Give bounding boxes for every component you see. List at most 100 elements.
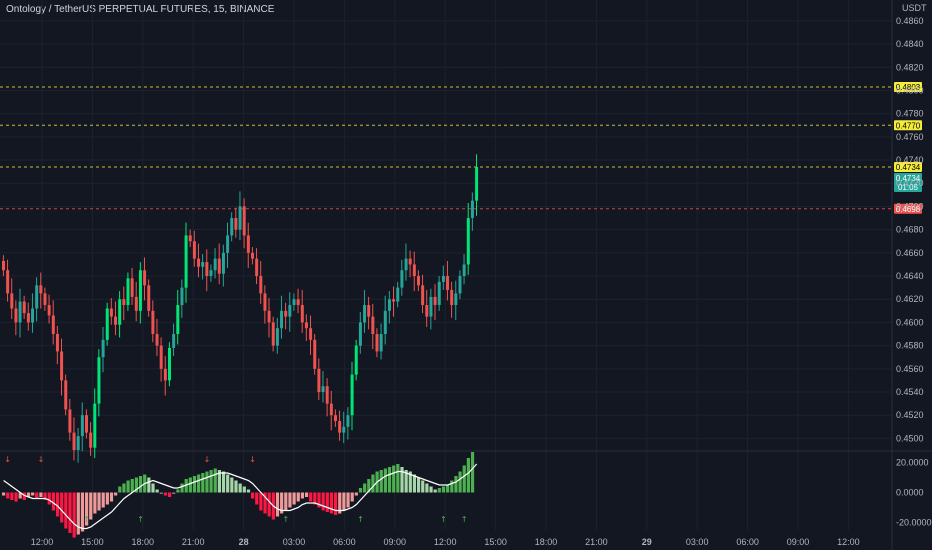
candle [93, 388, 97, 459]
candle-body [201, 262, 205, 267]
candle [47, 294, 51, 324]
candle [151, 300, 155, 343]
candle [338, 410, 342, 441]
histogram-bar [342, 492, 346, 511]
candle-body [192, 241, 196, 259]
candle [429, 288, 433, 330]
histogram-bar [138, 476, 143, 493]
candle [238, 191, 242, 241]
histogram-bar [441, 486, 446, 493]
candle-body [126, 278, 130, 306]
candle-body [275, 328, 279, 346]
candle [105, 302, 109, 346]
histogram-bar [437, 488, 441, 493]
histogram-bar [363, 483, 367, 493]
candle-body [329, 403, 333, 416]
level-tag: 0.4698 [894, 203, 922, 214]
signal-markers: ↓ ↓ ↓ ↓ ↑ ↑ ↑ ↑ ↑ ↑ [4, 455, 467, 524]
candle [317, 358, 321, 401]
histogram-bar [151, 483, 155, 493]
price-tick-label: 0.4680 [896, 225, 924, 235]
histogram-bar [329, 492, 334, 514]
price-tick-label: 0.4780 [896, 109, 924, 119]
signal-marker: ↑ [137, 515, 144, 524]
candlesticks[interactable] [2, 154, 479, 463]
price-tick-label: 0.4620 [896, 294, 924, 304]
candle [379, 323, 383, 360]
candle-body [118, 299, 122, 325]
axes: 0.4860 0.4840 0.4820 0.4800 0.4780 0.4760 0.47… [31, 3, 932, 547]
histogram-bar [80, 492, 85, 532]
candle [363, 289, 367, 333]
histogram-bar [338, 492, 342, 514]
candle [205, 249, 209, 292]
candle-body [122, 299, 126, 306]
candle [425, 289, 429, 328]
histogram-bar [47, 492, 51, 505]
price-tick-label: 0.4580 [896, 341, 924, 351]
candle-body [242, 206, 246, 236]
time-tick-label: 03:00 [283, 537, 306, 547]
price-tick-label: 0.4760 [896, 132, 924, 142]
candle-body [72, 432, 76, 450]
histogram-bar [68, 492, 72, 533]
histogram-bar [396, 464, 400, 493]
histogram-bar [350, 492, 354, 502]
candle-body [433, 296, 437, 306]
candle-body [89, 432, 93, 448]
currency-label: USDT [902, 3, 927, 13]
candle [122, 286, 126, 321]
candle-body [446, 276, 450, 290]
time-tick-label: 12:00 [434, 537, 457, 547]
price-tick-label: 0.4720 [896, 178, 924, 188]
candle [51, 300, 55, 345]
histogram-bar [412, 474, 417, 493]
price-tick-label: 0.4860 [896, 16, 924, 26]
level-tag-box [894, 81, 922, 92]
histogram-bar [400, 467, 404, 493]
candle-body [425, 305, 429, 317]
candle [284, 302, 288, 330]
candle-body [441, 276, 445, 282]
candle [80, 402, 84, 452]
candle [296, 288, 300, 314]
histogram-bar [246, 489, 251, 493]
candle-body [147, 285, 151, 311]
histogram-bar [55, 492, 60, 517]
candle [255, 248, 259, 285]
candle-body [85, 415, 88, 433]
candle [22, 295, 26, 319]
histogram-bar [43, 492, 47, 500]
candle [441, 265, 445, 290]
histogram-bar [408, 471, 412, 493]
histogram-bar [275, 492, 280, 517]
candle [168, 342, 171, 387]
candle-body [18, 301, 22, 323]
candle [114, 301, 118, 336]
histogram-bar [26, 492, 31, 497]
price-tick-label: 0.4700 [896, 201, 924, 211]
candle [259, 260, 263, 304]
candle [126, 272, 130, 311]
candle-body [159, 345, 163, 369]
candle [396, 281, 400, 308]
candle-body [180, 287, 184, 306]
candle-body [288, 305, 292, 317]
candle-body [10, 293, 14, 309]
candle-body [238, 206, 242, 230]
level-tag-label: 0.4770 [896, 121, 921, 130]
histogram-bar [10, 492, 14, 500]
candle [85, 409, 88, 439]
candle-body [168, 347, 171, 381]
candle-body [421, 285, 425, 306]
candle-body [387, 299, 391, 311]
candle [466, 202, 470, 275]
candle [280, 295, 284, 339]
histogram-bar [2, 492, 6, 496]
histogram-bar [114, 492, 118, 496]
histogram-bar [321, 492, 325, 511]
price-tick-label: 0.4840 [896, 39, 924, 49]
candle [462, 253, 466, 285]
time-tick-label: 29 [642, 537, 652, 547]
